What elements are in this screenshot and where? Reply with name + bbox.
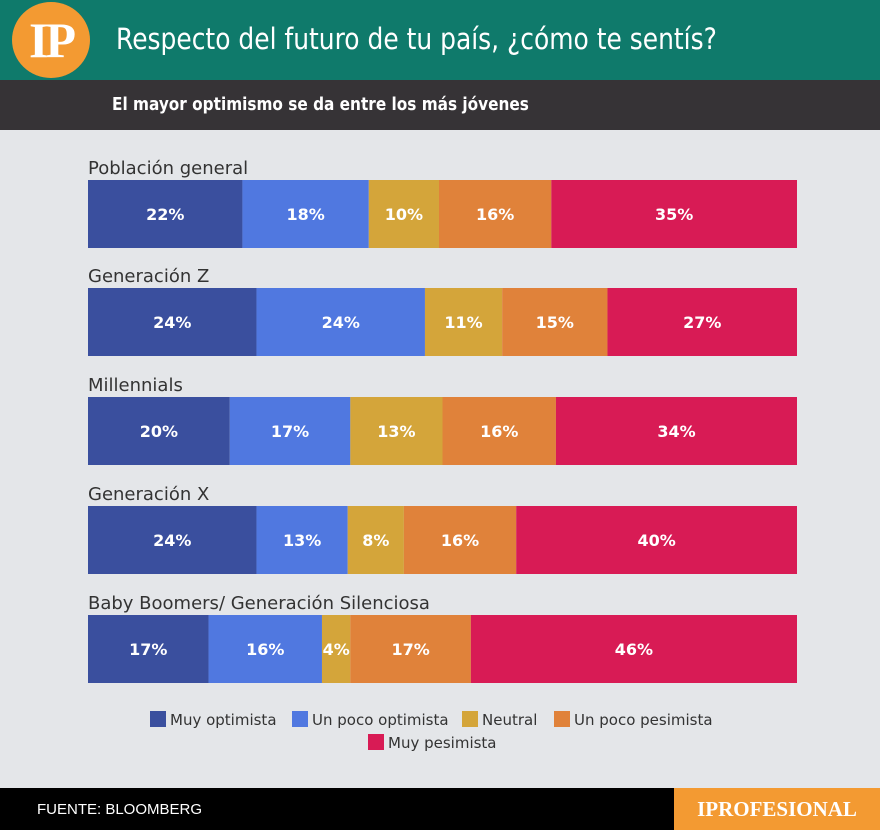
data-label: 15%: [536, 313, 574, 332]
data-label: 22%: [146, 205, 184, 224]
bar-segment: [347, 506, 404, 574]
bar-segment: [242, 180, 369, 248]
bar-segment: [442, 397, 556, 465]
bar-segment: [403, 506, 517, 574]
bar-segment: [88, 288, 257, 356]
category-label: Población general: [88, 158, 248, 179]
data-label: 11%: [444, 313, 482, 332]
subheader: El mayor optimismo se da entre los más j…: [0, 80, 880, 130]
legend-swatch: [462, 711, 478, 727]
chart-subtitle: El mayor optimismo se da entre los más j…: [112, 94, 529, 115]
header: IP Respecto del futuro de tu país, ¿cómo…: [0, 0, 880, 80]
bar-segment: [438, 180, 552, 248]
data-label: 24%: [322, 313, 360, 332]
bar-segment: [551, 180, 797, 248]
data-label: 16%: [480, 422, 518, 441]
footer: FUENTE: BLOOMBERG IPROFESIONAL: [0, 788, 880, 830]
legend-label: Neutral: [482, 711, 537, 729]
bar-segment: [88, 180, 243, 248]
category-label: Generación X: [88, 484, 209, 505]
bar-segment: [229, 397, 351, 465]
source-text: FUENTE: BLOOMBERG: [37, 801, 203, 818]
legend-swatch: [554, 711, 570, 727]
legend-label: Muy pesimista: [388, 734, 497, 752]
bar-segment: [256, 288, 425, 356]
data-label: 17%: [129, 640, 167, 659]
data-label: 34%: [657, 422, 695, 441]
bar-segment: [368, 180, 439, 248]
stacked-bar-chart: Población general 22% 18% 10% 16% 35% Generaci…: [88, 158, 797, 752]
data-label: 17%: [391, 640, 429, 659]
category-label: Baby Boomers/ Generación Silenciosa: [88, 593, 430, 614]
legend-swatch: [368, 734, 384, 750]
bar-segment: [88, 506, 257, 574]
logo: IP: [12, 2, 90, 78]
data-label: 17%: [271, 422, 309, 441]
data-label: 13%: [283, 531, 321, 550]
data-label: 10%: [385, 205, 423, 224]
bar-segment: [256, 506, 348, 574]
data-label: 40%: [637, 531, 675, 550]
legend-label: Un poco optimista: [312, 711, 449, 729]
category-label: Millennials: [88, 375, 183, 396]
data-label: 16%: [441, 531, 479, 550]
bar-segment: [208, 615, 322, 683]
chart-title: Respecto del futuro de tu país, ¿cómo te…: [116, 22, 717, 56]
data-label: 4%: [323, 640, 350, 659]
bar-segment: [350, 615, 471, 683]
bar-segment: [88, 397, 230, 465]
data-label: 20%: [140, 422, 178, 441]
data-label: 24%: [153, 313, 191, 332]
data-label: 46%: [615, 640, 653, 659]
brand-logo: IPROFESIONAL: [674, 788, 880, 830]
legend-label: Un poco pesimista: [574, 711, 713, 729]
bar-segment: [470, 615, 797, 683]
bar-segment: [502, 288, 608, 356]
bar-segment: [88, 615, 209, 683]
data-label: 8%: [362, 531, 389, 550]
bar-segment: [350, 397, 443, 465]
bar-segment: [424, 288, 503, 356]
bar-segment: [607, 288, 797, 356]
bar-segment: [555, 397, 797, 465]
data-label: 35%: [655, 205, 693, 224]
data-label: 13%: [377, 422, 415, 441]
bar-segment: [516, 506, 797, 574]
data-label: 16%: [246, 640, 284, 659]
data-label: 18%: [286, 205, 324, 224]
data-label: 24%: [153, 531, 191, 550]
data-label: 16%: [476, 205, 514, 224]
legend-label: Muy optimista: [170, 711, 277, 729]
bar-segment: [321, 615, 351, 683]
category-label: Generación Z: [88, 266, 209, 287]
legend-swatch: [150, 711, 166, 727]
data-label: 27%: [683, 313, 721, 332]
legend-swatch: [292, 711, 308, 727]
